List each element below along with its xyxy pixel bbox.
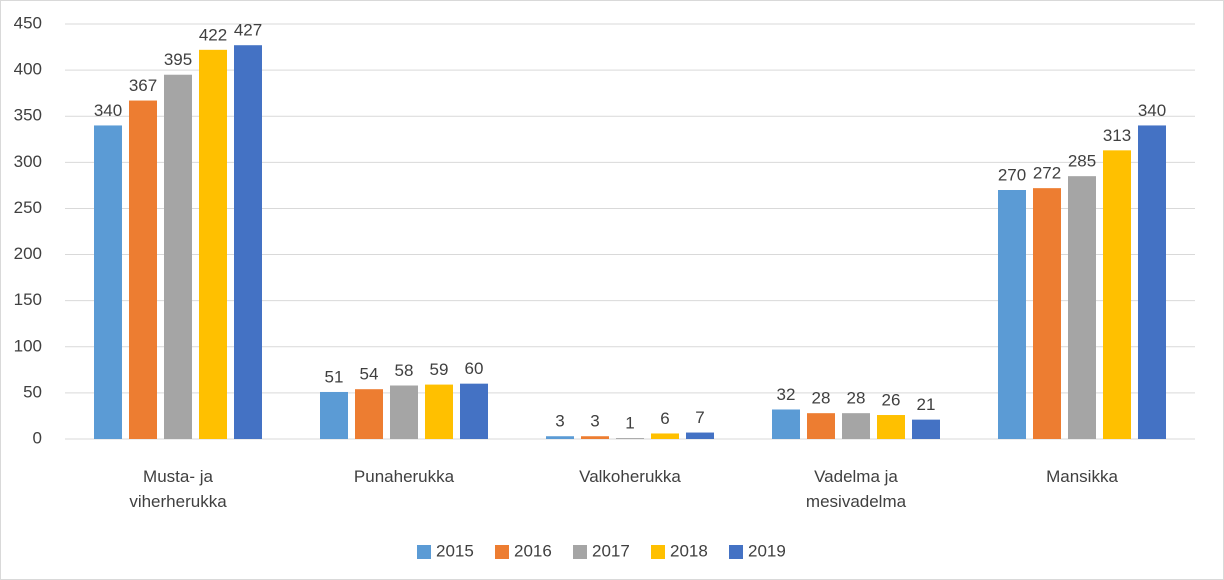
bar <box>1138 125 1166 439</box>
y-tick-label: 400 <box>14 60 42 79</box>
bar <box>772 409 800 439</box>
bar <box>425 384 453 439</box>
y-tick-label: 200 <box>14 244 42 263</box>
bar <box>842 413 870 439</box>
data-label: 340 <box>1138 101 1166 120</box>
bar <box>320 391 348 439</box>
data-label: 270 <box>998 165 1026 184</box>
data-label: 422 <box>199 25 227 44</box>
bar <box>164 74 192 439</box>
data-label: 1 <box>625 414 634 433</box>
data-label: 6 <box>660 409 669 428</box>
data-label: 7 <box>695 408 704 427</box>
legend-label: 2019 <box>748 541 786 560</box>
y-tick-label: 450 <box>14 13 42 32</box>
y-tick-label: 150 <box>14 290 42 309</box>
data-label: 395 <box>164 50 192 69</box>
x-tick-label: Vadelma ja mesivadelma <box>805 467 907 511</box>
bar <box>355 389 383 439</box>
bar <box>1033 188 1061 439</box>
x-tick-label: Punaherukka <box>353 467 455 486</box>
bar <box>686 432 714 439</box>
bar <box>912 419 940 439</box>
legend-swatch <box>651 545 665 559</box>
bar <box>390 385 418 439</box>
data-label: 3 <box>590 412 599 431</box>
bar <box>877 415 905 439</box>
y-tick-label: 50 <box>23 382 42 401</box>
x-tick-label: Musta- ja viherherukka <box>129 467 227 511</box>
bar <box>546 436 574 439</box>
y-tick-label: 100 <box>14 336 42 355</box>
data-label: 340 <box>94 101 122 120</box>
data-label: 59 <box>430 360 449 379</box>
y-tick-label: 250 <box>14 198 42 217</box>
y-tick-label: 0 <box>33 428 42 447</box>
y-tick-label: 350 <box>14 106 42 125</box>
bar <box>460 383 488 439</box>
legend-label: 2015 <box>436 541 474 560</box>
bar <box>1068 176 1096 439</box>
data-label: 54 <box>360 365 379 384</box>
bar <box>616 438 644 439</box>
data-label: 51 <box>325 367 344 386</box>
legend-label: 2017 <box>592 541 630 560</box>
data-label: 26 <box>882 391 901 410</box>
data-label: 313 <box>1103 126 1131 145</box>
bar <box>581 436 609 439</box>
x-tick-label: Valkoherukka <box>579 467 681 486</box>
legend-swatch <box>729 545 743 559</box>
legend-swatch <box>573 545 587 559</box>
bar <box>199 49 227 439</box>
legend-swatch <box>417 545 431 559</box>
legend-label: 2016 <box>514 541 552 560</box>
bar <box>94 125 122 439</box>
data-label: 427 <box>234 21 262 40</box>
bar <box>807 413 835 439</box>
data-label: 285 <box>1068 152 1096 171</box>
legend-label: 2018 <box>670 541 708 560</box>
data-label: 32 <box>777 385 796 404</box>
legend-swatch <box>495 545 509 559</box>
data-label: 28 <box>847 389 866 408</box>
data-label: 367 <box>129 76 157 95</box>
bar <box>1103 150 1131 439</box>
x-tick-label: Mansikka <box>1046 467 1118 486</box>
bar <box>129 100 157 440</box>
data-label: 272 <box>1033 164 1061 183</box>
bar <box>998 190 1026 439</box>
data-label: 58 <box>395 361 414 380</box>
data-label: 21 <box>917 395 936 414</box>
y-tick-label: 300 <box>14 152 42 171</box>
data-label: 60 <box>465 359 484 378</box>
data-label: 28 <box>812 389 831 408</box>
data-label: 3 <box>555 412 564 431</box>
bar <box>234 45 262 439</box>
bar <box>651 433 679 439</box>
